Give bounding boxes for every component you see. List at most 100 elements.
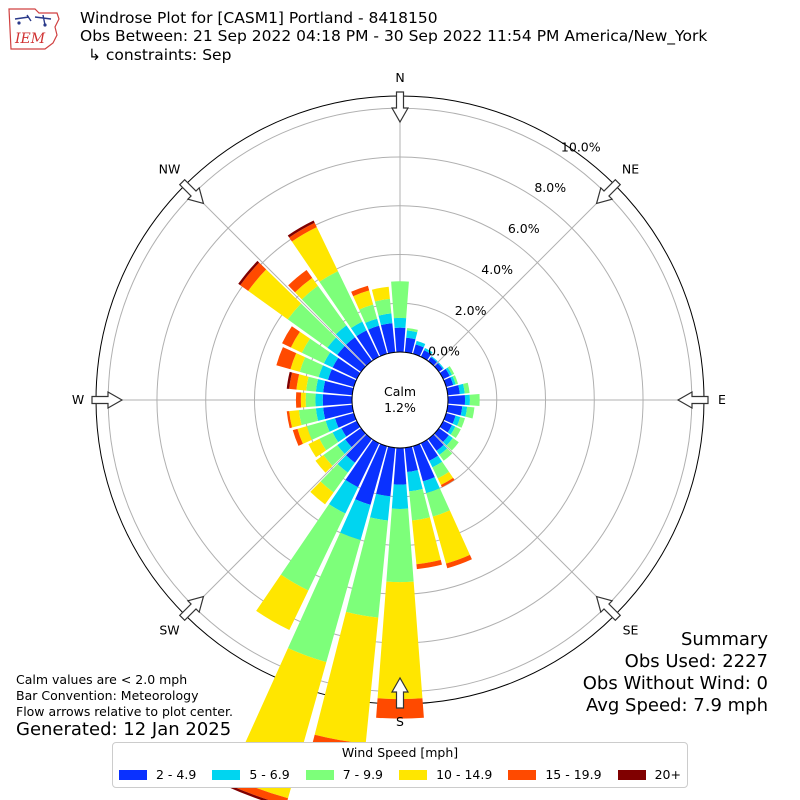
petal-segment [288, 269, 313, 293]
bar-convention: Bar Convention: Meteorology [16, 688, 199, 703]
grid-spoke [433, 433, 616, 616]
petal-segment [345, 428, 366, 448]
petal-segment [276, 347, 297, 370]
petal-segment [327, 369, 357, 388]
petal-segment [319, 432, 339, 451]
petal-segment [371, 286, 390, 302]
petal-segment [356, 330, 380, 361]
petal-segment [286, 371, 293, 389]
petal-segment [345, 439, 380, 488]
grid-spoke [184, 433, 367, 616]
petal-segment [365, 318, 380, 330]
petal-segment [412, 517, 441, 565]
petal-segment [345, 517, 388, 618]
radial-tick-label: 8.0% [534, 180, 566, 195]
petal-segment [460, 406, 468, 417]
petal-segment [335, 325, 355, 345]
petal-segment [437, 471, 454, 485]
petal-segment [439, 420, 453, 433]
petal-segment [404, 446, 418, 473]
petal-segment [290, 331, 310, 353]
petal-segment [376, 446, 396, 497]
petal-segment [315, 455, 333, 473]
grid-spoke [184, 184, 367, 367]
petal-segment [340, 499, 371, 541]
petal-segment [386, 508, 414, 583]
constraints: ↳ constraints: Sep [88, 46, 232, 64]
petal-segment [446, 437, 459, 451]
petal-segment [412, 344, 424, 357]
direction-label-sw: SW [159, 623, 179, 638]
petal-segment [296, 374, 309, 391]
grid-spoke [433, 184, 616, 367]
petal-segment [327, 337, 345, 355]
petal-segment [289, 222, 317, 242]
petal-segment [452, 415, 461, 426]
petal-segment [280, 504, 346, 591]
legend-label: 2 - 4.9 [156, 767, 197, 782]
petal-segment [323, 380, 354, 396]
flow-arrow-icon [595, 595, 622, 622]
legend-item: 5 - 6.9 [212, 767, 290, 782]
petal-segment [282, 326, 300, 348]
petal-segment [314, 611, 379, 744]
radial-tick-label: 10.0% [561, 139, 601, 154]
direction-label-n: N [395, 70, 404, 85]
petal-segment [335, 412, 357, 428]
petal-segment [300, 392, 306, 408]
flow-note: Flow arrows relative to plot center. [16, 704, 233, 719]
radial-tick-label: 0.0% [428, 344, 460, 359]
petal-segment [407, 470, 423, 492]
petal-segment [450, 376, 456, 386]
petal-segment [328, 479, 359, 514]
legend-items: 2 - 4.9 5 - 6.9 7 - 9.9 10 - 14.9 15 - 1… [119, 767, 681, 782]
petal-segment [287, 532, 361, 663]
petal-segment [318, 365, 332, 380]
petal-segment [469, 394, 480, 406]
petal-segment [452, 375, 458, 385]
petal-segment [393, 317, 407, 328]
obs-between: Obs Between: 21 Sep 2022 04:18 PM - 30 S… [80, 27, 708, 45]
petal-segment [447, 366, 455, 375]
petal-segment [286, 411, 293, 429]
flow-arrow-icon [595, 178, 622, 205]
petal-segment [432, 461, 450, 479]
petal-segment [291, 227, 338, 282]
petal-segment [440, 477, 455, 488]
petal-segment [420, 439, 439, 461]
petal-segment [434, 428, 449, 443]
radial-tick-label: 6.0% [508, 221, 540, 236]
petal-segment [423, 347, 433, 355]
legend-swatch [508, 769, 537, 780]
petal-segment [368, 325, 388, 357]
petal-segment [415, 340, 426, 348]
petal-segment [447, 395, 466, 405]
petal-segment [294, 277, 318, 300]
petal-segment [394, 327, 406, 353]
direction-label-s: S [396, 714, 404, 729]
petal-segment [426, 488, 450, 517]
petal-segment [404, 337, 416, 354]
petal-segment [380, 323, 396, 354]
petal-segment [457, 416, 465, 428]
petal-segment [430, 356, 438, 363]
petal-segment [305, 392, 316, 408]
obs-used: Obs Used: 2227 [624, 651, 768, 672]
petal-segment [306, 420, 330, 440]
petal-segment [370, 493, 391, 521]
petal-segment [332, 428, 347, 443]
petal-segment [346, 434, 372, 463]
direction-label-ne: NE [622, 161, 639, 176]
legend-item: 2 - 4.9 [119, 767, 196, 782]
direction-label-se: SE [623, 623, 639, 638]
calm-label: Calm [384, 384, 416, 399]
legend-swatch [119, 769, 147, 780]
petal-segment [325, 418, 339, 432]
petal-segment [299, 357, 323, 378]
petal-segment [391, 484, 409, 509]
flow-arrow-icon [390, 91, 410, 124]
petal-segment [337, 455, 355, 473]
petal-segment [320, 464, 348, 493]
petal-segment [308, 438, 327, 458]
petal-segment [412, 443, 435, 482]
